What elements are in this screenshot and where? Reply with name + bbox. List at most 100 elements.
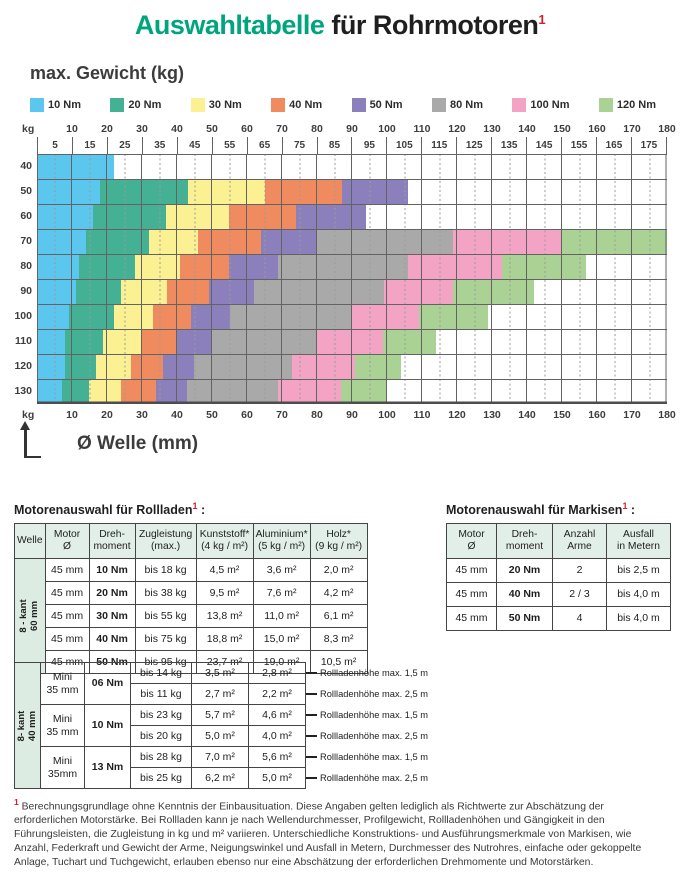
x-minor-tick-label: 155 xyxy=(561,137,596,154)
band-segment xyxy=(453,229,562,254)
band-segment xyxy=(134,254,181,279)
header-row: Motor Ø Dreh- moment Anzahl Arme Ausfall in… xyxy=(446,523,671,559)
annotation: Rollladenhöhe max. 1,5 m xyxy=(306,747,476,768)
chart-row xyxy=(37,254,667,279)
arrow-vertical-line xyxy=(24,429,27,458)
rollladen-table-title: Motorenauswahl für Rollladen1 : xyxy=(14,501,205,517)
legend-swatch xyxy=(512,98,527,112)
x-tick-label: 50 xyxy=(206,409,218,421)
arrow-horizontal-line xyxy=(24,455,41,458)
axis-unit-label: kg xyxy=(22,409,35,421)
x-tick-label: 160 xyxy=(588,123,606,135)
x-minor-tick-label: 95 xyxy=(351,137,386,154)
x-minor-tick-label: 75 xyxy=(281,137,317,154)
x-tick-label: 170 xyxy=(623,123,641,135)
x-tick-label: 70 xyxy=(276,409,288,421)
table-row: 45 mm 20 Nm 2 bis 2,5 m xyxy=(446,558,671,583)
band-segment xyxy=(278,254,408,279)
band-segment xyxy=(37,204,93,229)
legend-label: 120 Nm xyxy=(616,99,656,111)
x-tick-label: 20 xyxy=(101,123,113,135)
band-segment xyxy=(316,229,454,254)
chart-row xyxy=(37,204,667,229)
table-cell: 4,0 m² xyxy=(248,725,306,747)
table-section-headers: Motorenauswahl für Rollladen1 : Motorena… xyxy=(0,501,680,517)
band-segment xyxy=(418,304,489,329)
table-cell: 15,0 m² xyxy=(252,627,311,651)
table-cell: 20 Nm xyxy=(88,581,136,605)
x-tick-label: 50 xyxy=(206,123,218,135)
table-cell: 45 mm xyxy=(44,581,90,605)
x-tick-label: 10 xyxy=(66,409,78,421)
column-header: Ausfall in Metern xyxy=(606,523,671,559)
x-axis-label-row: Ø Welle (mm) xyxy=(20,421,667,467)
x-minor-tick-label: 35 xyxy=(141,137,177,154)
band-segment xyxy=(211,329,317,354)
column-header: Zugleistung (max.) xyxy=(134,523,197,559)
x-minor-tick-label: 175 xyxy=(630,137,667,154)
table-cell: 2,8 m² xyxy=(248,662,306,684)
welle-group-label: 8- kant 40 mm xyxy=(14,662,41,789)
chart-row xyxy=(37,154,667,179)
x-tick-label: 110 xyxy=(413,409,431,421)
annotation-dash-icon xyxy=(306,735,317,737)
table-row: 45 mm 40 Nm bis 75 kg 18,8 m² 15,0 m² 8,3 m² xyxy=(15,627,368,651)
band-segment xyxy=(141,329,177,354)
footnote: 1 Berechnungsgrundlage ohne Kenntnis der… xyxy=(14,797,666,870)
rollladen-title-colon: : xyxy=(197,503,206,518)
title-highlight: Auswahltabelle xyxy=(134,10,325,40)
annotation-dash-icon xyxy=(306,714,317,716)
table-row: Mini 35 mm 10 Nm bis 23 kg 5,7 m² 4,6 m² Roll… xyxy=(15,704,476,747)
band-segment xyxy=(120,379,156,404)
annotation: Rollladenhöhe max. 2,5 m xyxy=(306,684,476,705)
x-tick-label: 30 xyxy=(136,123,148,135)
annotation-text: Rollladenhöhe max. 1,5 m xyxy=(320,667,429,678)
x-tick-label: 100 xyxy=(378,409,396,421)
welle-group-label: 8 - kant 60 mm xyxy=(14,558,46,674)
selection-chart: kg 10 20 30 40 50 60 70 80 90 100 110 120 130 140 150 16… xyxy=(14,122,676,467)
legend-label: 80 Nm xyxy=(449,99,483,111)
band-segment xyxy=(121,279,167,304)
band-segment xyxy=(229,204,296,229)
x-tick-label: 150 xyxy=(553,123,571,135)
x-tick-label: 180 xyxy=(658,409,676,421)
band-segment xyxy=(37,254,79,279)
band-segment xyxy=(316,329,384,354)
row-kg-label: 50 xyxy=(20,185,32,197)
annotation-text: Rollladenhöhe max. 1,5 m xyxy=(320,709,429,720)
motor-cell: Mini 35 mm xyxy=(40,704,85,747)
band-segment xyxy=(229,304,352,329)
x-tick-label: 90 xyxy=(346,123,358,135)
arrow-up-icon xyxy=(20,421,30,430)
x-minor-tick-label: 25 xyxy=(106,137,142,154)
x-axis-top: kg 10 20 30 40 50 60 70 80 90 100 110 120 130 140 150 16… xyxy=(22,122,676,137)
band-segment xyxy=(114,304,153,329)
table-cell: bis 55 kg xyxy=(134,604,197,628)
legend-label: 20 Nm xyxy=(128,99,162,111)
row-kg-label: 110 xyxy=(15,335,32,347)
band-segment xyxy=(155,379,188,404)
table-cell: 6,1 m² xyxy=(309,604,368,628)
band-segment xyxy=(264,179,342,204)
table-cell: bis 20 kg xyxy=(130,725,192,747)
table-cell: 7,6 m² xyxy=(252,581,311,605)
table-cell: 40 Nm xyxy=(88,627,136,651)
legend-item: 10 Nm xyxy=(30,98,81,112)
band-segment xyxy=(254,279,384,304)
table-cell: 8,3 m² xyxy=(309,627,368,651)
band-segment xyxy=(407,254,503,279)
table-row: 45 mm 40 Nm 2 / 3 bis 4,0 m xyxy=(446,582,671,607)
header-row: Welle Motor Ø Dreh- moment Zugleistung (max… xyxy=(14,523,368,559)
rollladen-title-sup: 1 xyxy=(192,501,198,511)
band-segment xyxy=(229,254,279,279)
band-segment xyxy=(162,354,195,379)
x-axis-minor-row: 5 15 25 35 45 55 65 75 85 95 105 115 125 135 145 155 165… xyxy=(37,137,667,154)
table-row: 45 mm 50 Nm 4 bis 4,0 m xyxy=(446,606,671,631)
legend-item: 20 Nm xyxy=(110,98,161,112)
table-cell: 20 Nm xyxy=(496,558,553,583)
x-minor-tick-label: 45 xyxy=(176,137,212,154)
table-cell: 45 mm xyxy=(44,604,90,628)
table-row: 45 mm 20 Nm bis 38 kg 9,5 m² 7,6 m² 4,2 m² xyxy=(15,581,368,605)
x-tick-label: 130 xyxy=(483,409,501,421)
band-segment xyxy=(131,354,163,379)
